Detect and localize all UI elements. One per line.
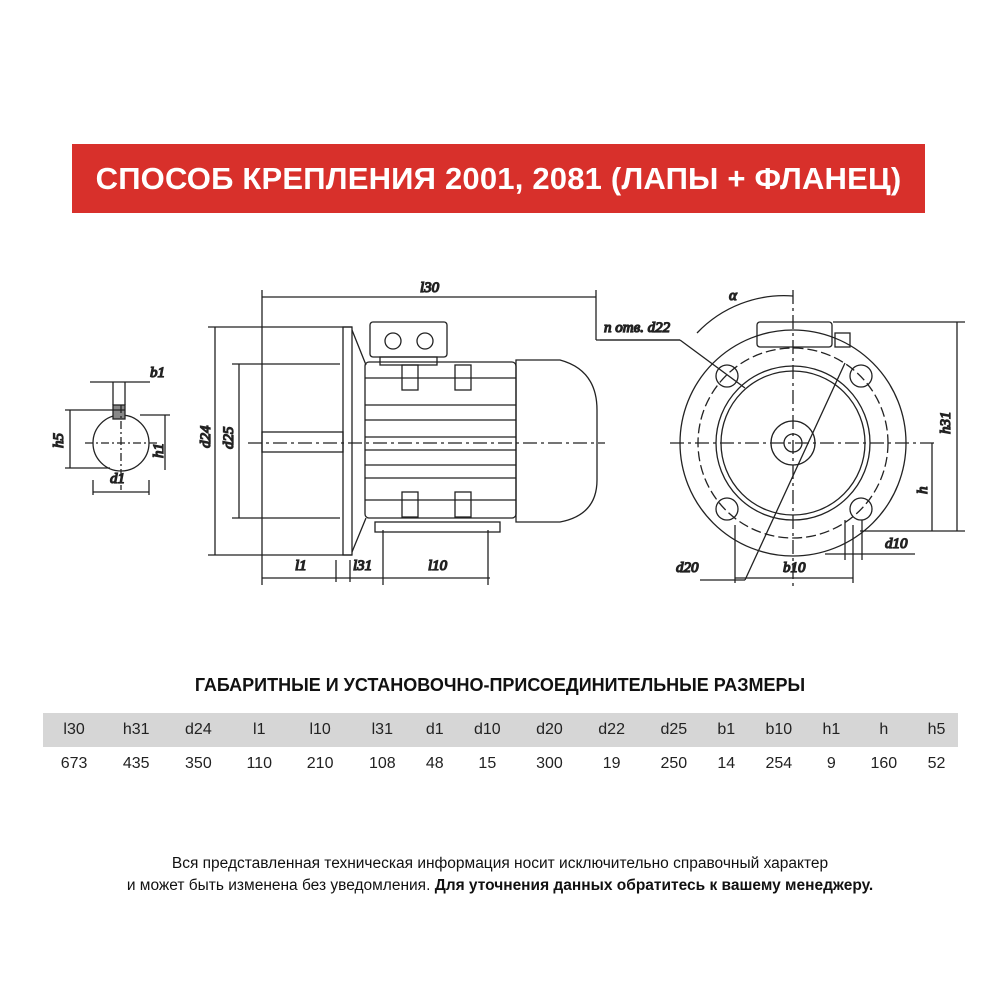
label-l1: l1 bbox=[295, 558, 307, 574]
table-header-row: l30 h31 d24 l1 l10 l31 d1 d10 d20 d22 d25 b1 b10 h1 h h… bbox=[43, 713, 958, 747]
label-l10: l10 bbox=[428, 558, 448, 574]
label-alpha: α bbox=[729, 288, 738, 304]
label-b1: b1 bbox=[150, 365, 165, 381]
label-h5: h5 bbox=[51, 433, 67, 449]
column-header: h1 bbox=[809, 713, 853, 747]
dimensions-table: l30 h31 d24 l1 l10 l31 d1 d10 d20 d22 d25 b1 b10 h1 h h… bbox=[43, 713, 958, 781]
motor-side-view bbox=[208, 290, 680, 585]
label-h: h bbox=[915, 487, 931, 495]
note-line1: Вся представленная техническая информаци… bbox=[171, 855, 829, 872]
cell-value: 210 bbox=[306, 755, 334, 772]
column-header: l10 bbox=[289, 713, 352, 747]
note-line2: и может быть изменена без уведомления. bbox=[126, 877, 431, 894]
cell-value: 435 bbox=[122, 755, 150, 772]
label-d10: d10 bbox=[885, 536, 908, 552]
label-d25: d25 bbox=[221, 426, 237, 449]
column-header: d1 bbox=[413, 713, 457, 747]
disclaimer-note: Вся представленная техническая информаци… bbox=[0, 853, 1000, 897]
motor-front-view bbox=[600, 290, 965, 590]
label-d20: d20 bbox=[676, 560, 699, 576]
column-header: h bbox=[852, 713, 915, 747]
column-header: d20 bbox=[518, 713, 581, 747]
cell-value: 254 bbox=[765, 755, 793, 772]
column-header: l1 bbox=[229, 713, 290, 747]
label-b10: b10 bbox=[783, 560, 806, 576]
column-header: h5 bbox=[914, 713, 958, 747]
label-d24: d24 bbox=[198, 425, 214, 448]
cell-value: 350 bbox=[185, 755, 212, 772]
column-header: b1 bbox=[704, 713, 748, 747]
column-header: b10 bbox=[747, 713, 810, 747]
cell-value: 110 bbox=[246, 755, 273, 772]
label-d1: d1 bbox=[110, 471, 125, 487]
label-l31: l31 bbox=[353, 558, 372, 574]
column-header: l31 bbox=[351, 713, 414, 747]
cell-value: 160 bbox=[870, 755, 898, 772]
column-header: d25 bbox=[642, 713, 705, 747]
label-l30: l30 bbox=[420, 280, 440, 296]
label-h1: h1 bbox=[151, 443, 167, 458]
note-contact-manager: Для уточнения данных обратитесь к вашему… bbox=[434, 877, 874, 894]
cell-value: 15 bbox=[478, 755, 497, 772]
cell-value: 108 bbox=[368, 755, 396, 772]
cell-value: 673 bbox=[60, 755, 88, 772]
label-h31: h31 bbox=[938, 412, 954, 435]
title-banner: СПОСОБ КРЕПЛЕНИЯ 2001, 2081 (ЛАПЫ + ФЛАН… bbox=[72, 144, 925, 213]
dimensions-title: ГАБАРИТНЫЕ И УСТАНОВОЧНО-ПРИСОЕДИНИТЕЛЬН… bbox=[194, 675, 806, 695]
label-n-d22: n отв. d22 bbox=[604, 320, 671, 336]
table-row: 673 435 350 110 210 108 48 15 300 19 250 14 254 9 160 5… bbox=[43, 747, 958, 781]
column-header: l30 bbox=[43, 713, 106, 747]
shaft-section-view bbox=[65, 381, 170, 495]
column-header: d24 bbox=[167, 713, 230, 747]
cell-value: 300 bbox=[536, 755, 563, 772]
column-header: d10 bbox=[456, 713, 519, 747]
cell-value: 250 bbox=[660, 755, 688, 772]
cell-value: 14 bbox=[717, 755, 736, 772]
cell-value: 9 bbox=[826, 755, 836, 772]
column-header: h31 bbox=[105, 713, 168, 747]
column-header: d22 bbox=[580, 713, 643, 747]
banner-title: СПОСОБ КРЕПЛЕНИЯ 2001, 2081 (ЛАПЫ + ФЛАН… bbox=[95, 160, 902, 196]
cell-value: 48 bbox=[425, 755, 444, 772]
cell-value: 19 bbox=[602, 755, 621, 772]
cell-value: 52 bbox=[927, 755, 946, 772]
